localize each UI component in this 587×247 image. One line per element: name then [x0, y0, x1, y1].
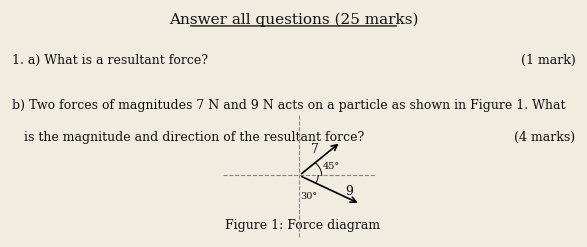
Text: 45°: 45°	[323, 162, 340, 171]
Text: 30°: 30°	[301, 192, 318, 201]
Text: b) Two forces of magnitudes 7 N and 9 N acts on a particle as shown in Figure 1.: b) Two forces of magnitudes 7 N and 9 N …	[12, 99, 565, 112]
Text: 9: 9	[346, 185, 353, 198]
Text: 1. a) What is a resultant force?: 1. a) What is a resultant force?	[12, 54, 208, 67]
Text: is the magnitude and direction of the resultant force?: is the magnitude and direction of the re…	[12, 131, 364, 144]
Text: Figure 1: Force diagram: Figure 1: Force diagram	[225, 219, 380, 232]
Text: (1 mark): (1 mark)	[521, 54, 575, 67]
Text: (4 marks): (4 marks)	[514, 131, 575, 144]
Text: 7: 7	[311, 143, 319, 156]
Text: Answer all questions (25 marks): Answer all questions (25 marks)	[168, 12, 419, 27]
